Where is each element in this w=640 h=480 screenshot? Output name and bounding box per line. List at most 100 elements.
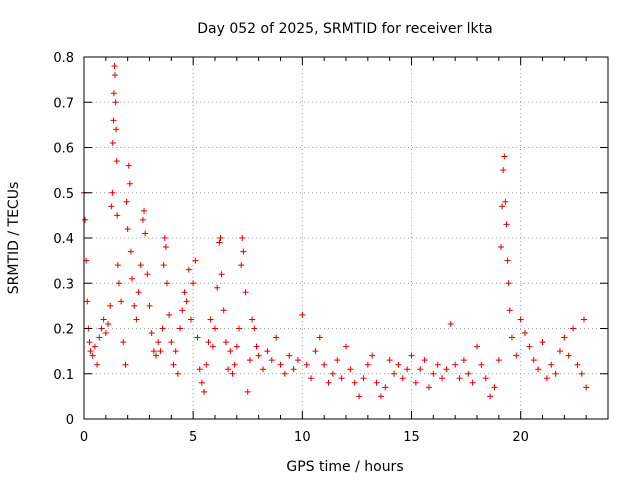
data-point [231, 361, 238, 368]
data-point [108, 203, 115, 210]
data-point [513, 352, 520, 359]
data-point [240, 248, 247, 255]
data-point [198, 379, 205, 386]
data-point [495, 357, 502, 364]
data-point [89, 352, 96, 359]
data-point [351, 379, 358, 386]
data-point [209, 343, 216, 350]
data-point [217, 235, 224, 241]
data-point [264, 348, 271, 355]
data-point [377, 393, 384, 400]
data-point [500, 167, 507, 174]
data-point [412, 379, 419, 386]
data-point [220, 307, 227, 314]
data-point [172, 348, 179, 355]
data-point [157, 348, 164, 355]
data-point [501, 153, 508, 160]
data-point [86, 339, 93, 346]
data-point [417, 366, 424, 373]
data-point [395, 361, 402, 368]
data-point [142, 230, 149, 237]
data-point [216, 239, 223, 246]
data-point [203, 361, 210, 368]
data-point [281, 370, 288, 377]
data-point [155, 339, 162, 346]
data-point [321, 361, 328, 368]
y-tick-label: 0.6 [53, 142, 74, 157]
data-point [439, 375, 446, 382]
data-point [308, 375, 315, 382]
data-point [347, 366, 354, 373]
data-point [408, 352, 415, 359]
data-point [430, 370, 437, 377]
data-point [105, 320, 112, 327]
y-tick-label: 0.1 [53, 368, 74, 383]
data-point [421, 357, 428, 364]
data-point [233, 343, 240, 350]
data-point [112, 72, 119, 79]
data-point [239, 235, 246, 241]
x-tick-label: 5 [189, 430, 197, 445]
data-point [102, 330, 109, 337]
data-point [98, 325, 105, 332]
data-point [506, 307, 513, 314]
x-axis-label: GPS time / hours [286, 459, 403, 475]
data-point [107, 302, 114, 309]
data-point [561, 334, 568, 341]
data-point [447, 320, 454, 327]
data-point [133, 316, 140, 323]
data-point [192, 257, 199, 264]
data-point [114, 212, 121, 219]
data-point [122, 361, 129, 368]
data-point [229, 370, 236, 377]
data-point [329, 370, 336, 377]
data-point [364, 361, 371, 368]
data-point [118, 298, 125, 305]
data-point [325, 379, 332, 386]
data-point [135, 289, 142, 296]
data-point [110, 90, 117, 97]
data-point [110, 117, 117, 124]
data-point [150, 348, 157, 355]
data-point [580, 316, 587, 323]
data-point [478, 361, 485, 368]
data-point [109, 139, 116, 146]
data-point [114, 262, 121, 269]
data-point [456, 375, 463, 382]
data-point [201, 388, 208, 395]
data-point [469, 379, 476, 386]
data-point [474, 343, 480, 350]
data-point [207, 316, 214, 323]
data-point [123, 198, 130, 205]
data-point [205, 339, 212, 346]
data-point [570, 325, 577, 332]
data-point [196, 366, 203, 373]
data-point [225, 366, 232, 373]
data-point [129, 275, 136, 282]
y-tick-label: 0.4 [53, 232, 74, 247]
data-point [96, 334, 103, 341]
data-point [137, 262, 144, 269]
data-point [131, 302, 138, 309]
x-tick-label: 20 [512, 430, 529, 445]
x-tick-label: 15 [403, 430, 420, 445]
data-point [127, 248, 134, 255]
data-point [460, 357, 467, 364]
data-point [113, 158, 120, 165]
y-tick-label: 0.8 [53, 51, 74, 66]
data-point [251, 325, 258, 332]
data-point [299, 311, 306, 318]
data-point [100, 316, 107, 323]
data-point [517, 316, 524, 323]
data-point [242, 289, 249, 296]
data-point [120, 339, 127, 346]
data-point [82, 216, 89, 223]
data-point [583, 384, 590, 391]
data-point [109, 189, 116, 196]
data-point [91, 343, 98, 350]
data-point [112, 99, 119, 106]
data-point [277, 361, 284, 368]
data-point [312, 348, 319, 355]
data-point [179, 307, 186, 314]
data-point [425, 384, 432, 391]
